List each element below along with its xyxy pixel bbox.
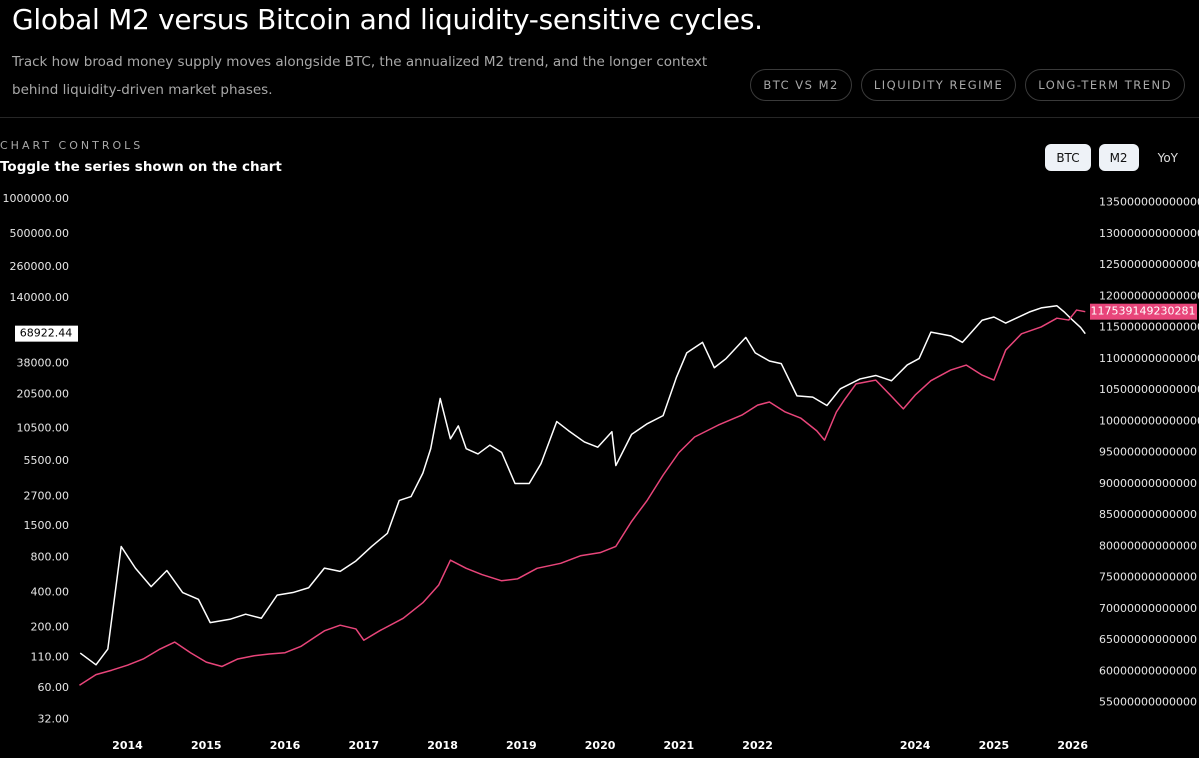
x-tick-label: 2021 (664, 739, 695, 752)
y2-tick-label: 110000000000000 (1099, 352, 1199, 365)
y-tick-label: 2700.00 (24, 490, 70, 503)
y-tick-label: 140000.00 (10, 291, 70, 304)
y2-tick-label: 55000000000000 (1099, 696, 1197, 709)
divider (0, 117, 1199, 118)
y-tick-label: 60.00 (38, 681, 70, 694)
y-tick-label: 1500.00 (24, 519, 70, 532)
toggle-button[interactable]: YoY (1157, 150, 1178, 165)
toggle-button[interactable]: M2 (1098, 144, 1139, 171)
x-tick-label: 2016 (270, 739, 301, 752)
controls-eyebrow: CHART CONTROLS (0, 139, 144, 152)
y-tick-label: 500000.00 (10, 227, 70, 240)
y-tick-label: 20500.00 (17, 388, 70, 401)
y-tick-label: 32.00 (38, 713, 70, 726)
current-value-tag (1090, 303, 1197, 320)
tab[interactable]: BTC VS M2 (750, 69, 852, 101)
y2-tick-label: 120000000000000 (1099, 289, 1199, 302)
tab[interactable]: LIQUIDITY REGIME (860, 69, 1017, 101)
x-tick-label: 2024 (900, 739, 931, 752)
current-value-label: 68922.44 (20, 327, 73, 340)
series-line (79, 305, 1086, 666)
x-tick-label: 2019 (506, 739, 537, 752)
x-tick-label: 2017 (348, 739, 379, 752)
series-toggles: BTC M2 YoY (1045, 144, 1189, 171)
y-tick-label: 5500.00 (24, 454, 70, 467)
y2-tick-label: 75000000000000 (1099, 571, 1197, 584)
x-tick-label: 2020 (585, 739, 616, 752)
y-tick-label: 400.00 (31, 586, 70, 599)
y2-tick-label: 115000000000000 (1099, 321, 1199, 334)
current-value-tag (15, 325, 78, 342)
toggle-button[interactable]: BTC (1045, 144, 1091, 171)
y-tick-label: 38000.00 (17, 357, 70, 370)
y2-tick-label: 95000000000000 (1099, 446, 1197, 459)
page-subtitle: Track how broad money supply moves along… (12, 54, 708, 98)
y-tick-label: 200.00 (31, 620, 70, 633)
x-tick-label: 2022 (742, 739, 773, 752)
y2-tick-label: 70000000000000 (1099, 602, 1197, 615)
y2-tick-label: 105000000000000 (1099, 383, 1199, 396)
x-tick-label: 2026 (1057, 739, 1088, 752)
y2-tick-label: 60000000000000 (1099, 664, 1197, 677)
controls-heading: Toggle the series shown on the chart (0, 159, 282, 175)
y2-tick-label: 65000000000000 (1099, 633, 1197, 646)
y2-tick-label: 100000000000000 (1099, 414, 1199, 427)
y-tick-label: 800.00 (31, 551, 70, 564)
y2-tick-label: 80000000000000 (1099, 539, 1197, 552)
y2-tick-label: 85000000000000 (1099, 508, 1197, 521)
y-tick-label: 1000000.00 (3, 192, 69, 205)
tab[interactable]: LONG-TERM TREND (1025, 69, 1185, 101)
y-tick-label: 10500.00 (17, 421, 70, 434)
x-tick-label: 2015 (191, 739, 222, 752)
current-value-label: 117539149230281 (1091, 305, 1196, 318)
y2-tick-label: 90000000000000 (1099, 477, 1197, 490)
series-line (79, 309, 1086, 686)
page-title: Global M2 versus Bitcoin and liquidity-s… (12, 3, 763, 36)
y-tick-label: 110.00 (31, 650, 70, 663)
y2-tick-label: 125000000000000 (1099, 258, 1199, 271)
y2-tick-label: 130000000000000 (1099, 227, 1199, 240)
x-tick-label: 2025 (979, 739, 1010, 752)
y-tick-label: 260000.00 (10, 260, 70, 273)
x-tick-label: 2014 (112, 739, 143, 752)
x-tick-label: 2018 (427, 739, 458, 752)
y2-tick-label: 135000000000000 (1099, 196, 1199, 209)
tab-bar: BTC VS M2 LIQUIDITY REGIME LONG-TERM TRE… (750, 69, 1185, 101)
